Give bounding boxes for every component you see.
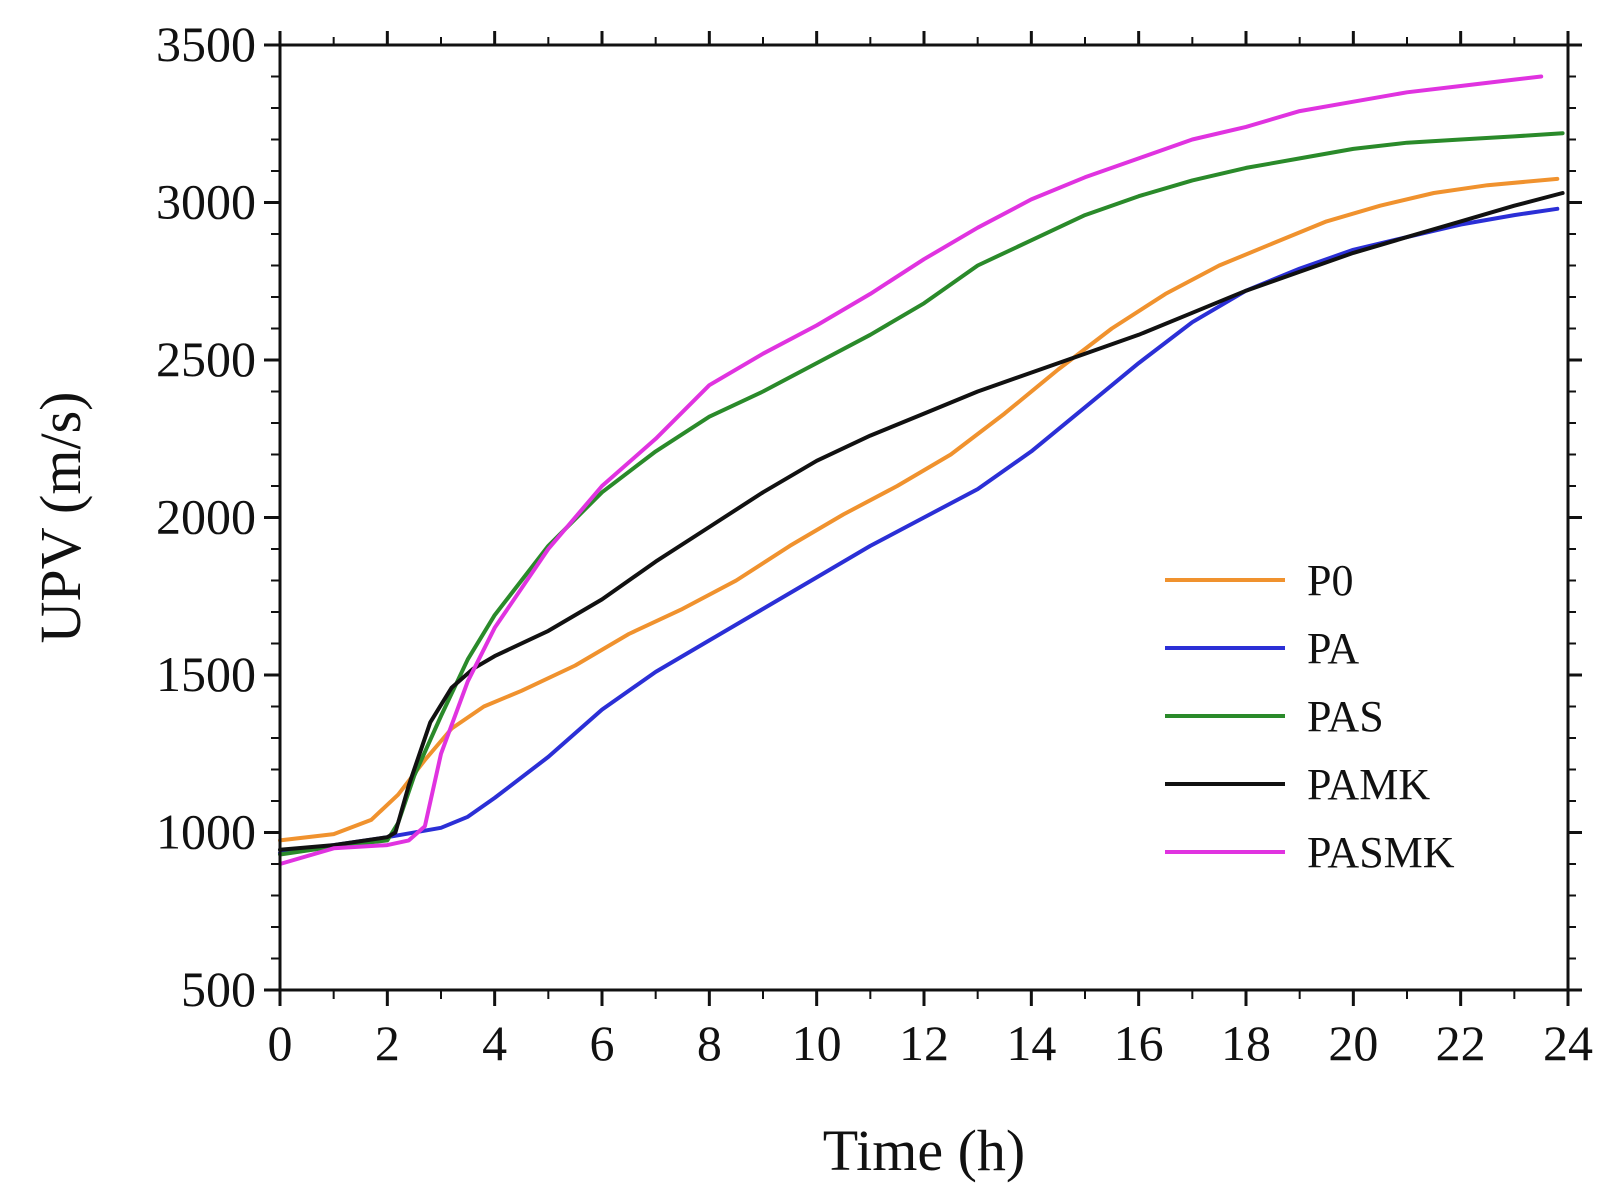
x-tick-label: 16 [1114,1015,1164,1071]
x-axis-ticks: 0 2 4 6 8 10 12 14 16 18 20 22 24 [268,31,1593,1071]
y-tick-label: 2000 [156,489,256,545]
y-axis-ticks: 500 1000 1500 2000 2500 3000 3500 [156,16,1582,1017]
series-line-pa [278,206,1560,855]
y-tick-label: 500 [181,961,256,1017]
series-line-p0 [278,176,1560,843]
series-line-pasmk [278,74,1544,866]
y-tick-label: 1000 [156,804,256,860]
x-tick-label: 10 [792,1015,842,1071]
legend-label-pasmk: PASMK [1307,828,1455,877]
x-tick-label: 14 [1006,1015,1056,1071]
y-tick-label: 3500 [156,16,256,72]
x-tick-label: 20 [1328,1015,1378,1071]
y-axis-title: UPV (m/s) [28,392,93,644]
x-tick-label: 6 [590,1015,615,1071]
x-tick-label: 0 [268,1015,293,1071]
y-tick-label: 3000 [156,174,256,230]
series-line-pas [278,131,1565,857]
x-tick-label: 8 [697,1015,722,1071]
legend-label-pamk: PAMK [1307,760,1430,809]
x-tick-label: 22 [1436,1015,1486,1071]
series-lines [278,74,1565,866]
legend-label-pas: PAS [1307,692,1384,741]
x-tick-label: 18 [1221,1015,1271,1071]
series-line-pamk [278,191,1565,852]
y-tick-label: 1500 [156,646,256,702]
legend: P0 PA PAS PAMK PASMK [1165,556,1455,877]
x-tick-label: 12 [899,1015,949,1071]
legend-label-pa: PA [1307,624,1359,673]
y-tick-label: 2500 [156,331,256,387]
legend-label-p0: P0 [1307,556,1353,605]
x-tick-label: 4 [482,1015,507,1071]
x-tick-label: 2 [375,1015,400,1071]
x-axis-title: Time (h) [823,1118,1026,1183]
x-tick-label: 24 [1543,1015,1593,1071]
